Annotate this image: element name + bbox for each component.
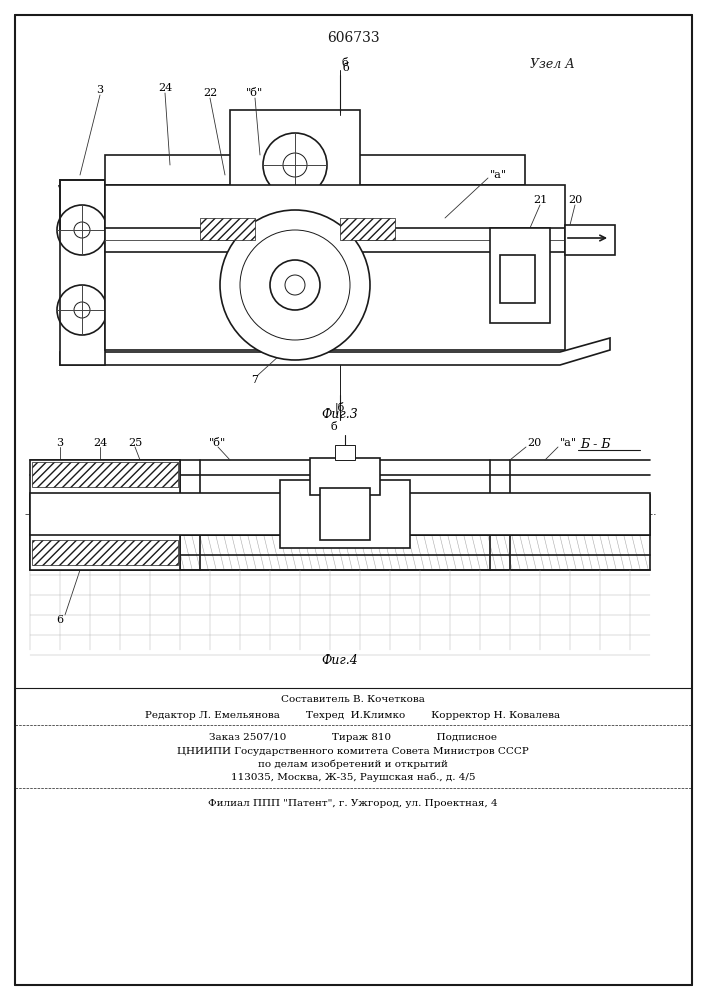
Bar (595, 495, 645, 510)
Text: б: б (343, 63, 350, 73)
Bar (125, 495, 180, 510)
Text: Заказ 2507/10              Тираж 810              Подписное: Заказ 2507/10 Тираж 810 Подписное (209, 734, 497, 742)
Text: "а": "а" (560, 438, 577, 448)
Bar (310, 458, 380, 495)
Bar (30, 460, 180, 570)
Text: 6: 6 (57, 615, 64, 625)
Bar (280, 480, 410, 548)
Text: |б: |б (335, 402, 345, 414)
Text: 24: 24 (158, 83, 172, 93)
Bar (565, 225, 615, 255)
Bar (30, 535, 650, 570)
Bar (70, 495, 90, 533)
Text: 24: 24 (93, 438, 107, 448)
Text: 3: 3 (57, 438, 64, 448)
Text: "б": "б" (209, 438, 227, 448)
Text: ЦНИИПИ Государственного комитета Совета Министров СССР: ЦНИИПИ Государственного комитета Совета … (177, 746, 529, 756)
Text: 113035, Москва, Ж-35, Раушская наб., д. 4/5: 113035, Москва, Ж-35, Раушская наб., д. … (230, 772, 475, 782)
Text: 25: 25 (128, 438, 142, 448)
Circle shape (220, 210, 370, 360)
Bar (320, 488, 370, 540)
Bar (125, 518, 180, 533)
Bar (30, 493, 650, 535)
Text: Б - Б: Б - Б (580, 438, 611, 452)
Bar (35, 495, 65, 533)
Text: Фиг.4: Фиг.4 (322, 654, 358, 666)
Bar (100, 495, 115, 533)
Bar (368, 482, 408, 546)
Bar (200, 218, 255, 240)
Bar (500, 255, 535, 303)
Bar (105, 185, 565, 350)
Text: б: б (330, 422, 337, 432)
Bar (340, 218, 395, 240)
Text: Фиг.3: Фиг.3 (322, 408, 358, 422)
Text: 606733: 606733 (327, 31, 380, 45)
Bar (32, 540, 178, 565)
Text: 3: 3 (96, 85, 103, 95)
Text: 20: 20 (527, 438, 542, 448)
Text: по делам изобретений и открытий: по делам изобретений и открытий (258, 759, 448, 769)
Bar (520, 495, 550, 533)
Text: "б": "б" (246, 88, 264, 98)
Bar (595, 518, 645, 533)
Text: 20: 20 (568, 195, 582, 205)
Text: б: б (342, 58, 349, 68)
Polygon shape (60, 180, 105, 365)
Bar (282, 482, 322, 546)
Text: Филиал ППП "Патент", г. Ужгород, ул. Проектная, 4: Филиал ППП "Патент", г. Ужгород, ул. Про… (208, 798, 498, 808)
Text: 22: 22 (203, 88, 217, 98)
Bar (358, 460, 378, 493)
Bar (312, 460, 332, 493)
Text: Узел А: Узел А (530, 58, 575, 72)
Bar (32, 462, 178, 487)
Bar (560, 495, 585, 533)
Bar (335, 445, 355, 460)
Text: 21: 21 (533, 195, 547, 205)
Text: Редактор Л. Емельянова        Техред  И.Климко        Корректор Н. Ковалева: Редактор Л. Емельянова Техред И.Климко К… (146, 712, 561, 720)
Text: 7: 7 (252, 375, 259, 385)
Bar (490, 228, 550, 323)
Bar (230, 110, 360, 190)
Bar (105, 155, 525, 185)
Bar (30, 495, 650, 535)
Text: "а": "а" (490, 170, 507, 180)
Polygon shape (60, 338, 610, 365)
Text: Составитель В. Кочеткова: Составитель В. Кочеткова (281, 696, 425, 704)
